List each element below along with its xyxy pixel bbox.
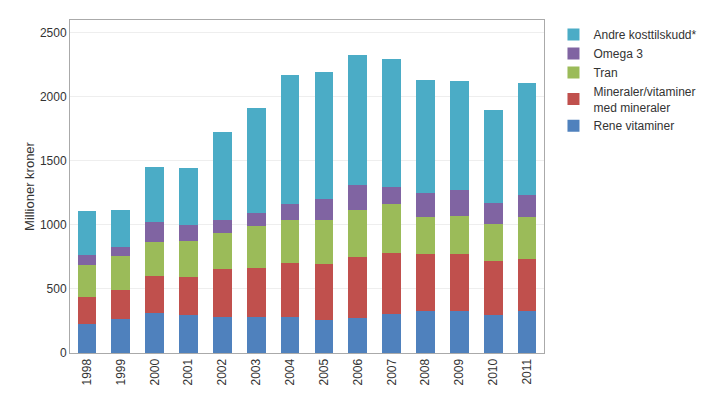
svg-text:2000: 2000 — [40, 90, 67, 104]
svg-text:Andre kosttilskudd*: Andre kosttilskudd* — [593, 28, 696, 42]
svg-text:2002: 2002 — [215, 358, 229, 385]
svg-text:2007: 2007 — [385, 358, 399, 385]
svg-text:Omega 3: Omega 3 — [593, 47, 643, 61]
svg-text:2009: 2009 — [452, 358, 466, 385]
svg-text:2011: 2011 — [520, 358, 534, 384]
svg-text:Tran: Tran — [593, 66, 617, 80]
svg-text:Millioner kroner: Millioner kroner — [22, 141, 37, 231]
svg-text:2006: 2006 — [351, 358, 365, 385]
svg-text:2003: 2003 — [249, 358, 263, 385]
svg-text:1000: 1000 — [40, 218, 67, 232]
svg-text:0: 0 — [60, 346, 67, 360]
svg-text:2000: 2000 — [148, 358, 162, 385]
svg-text:2500: 2500 — [40, 26, 67, 40]
svg-text:1998: 1998 — [80, 358, 94, 385]
svg-text:2008: 2008 — [418, 358, 432, 385]
svg-text:1999: 1999 — [114, 358, 128, 385]
svg-text:2010: 2010 — [486, 358, 500, 385]
svg-text:Rene vitaminer: Rene vitaminer — [593, 119, 674, 133]
svg-text:2005: 2005 — [317, 358, 331, 385]
svg-text:500: 500 — [47, 282, 67, 296]
svg-text:2001: 2001 — [181, 358, 195, 385]
svg-text:2004: 2004 — [283, 358, 297, 385]
svg-text:1500: 1500 — [40, 154, 67, 168]
svg-text:Mineraler/vitaminermed mineral: Mineraler/vitaminermed mineraler — [593, 85, 695, 115]
